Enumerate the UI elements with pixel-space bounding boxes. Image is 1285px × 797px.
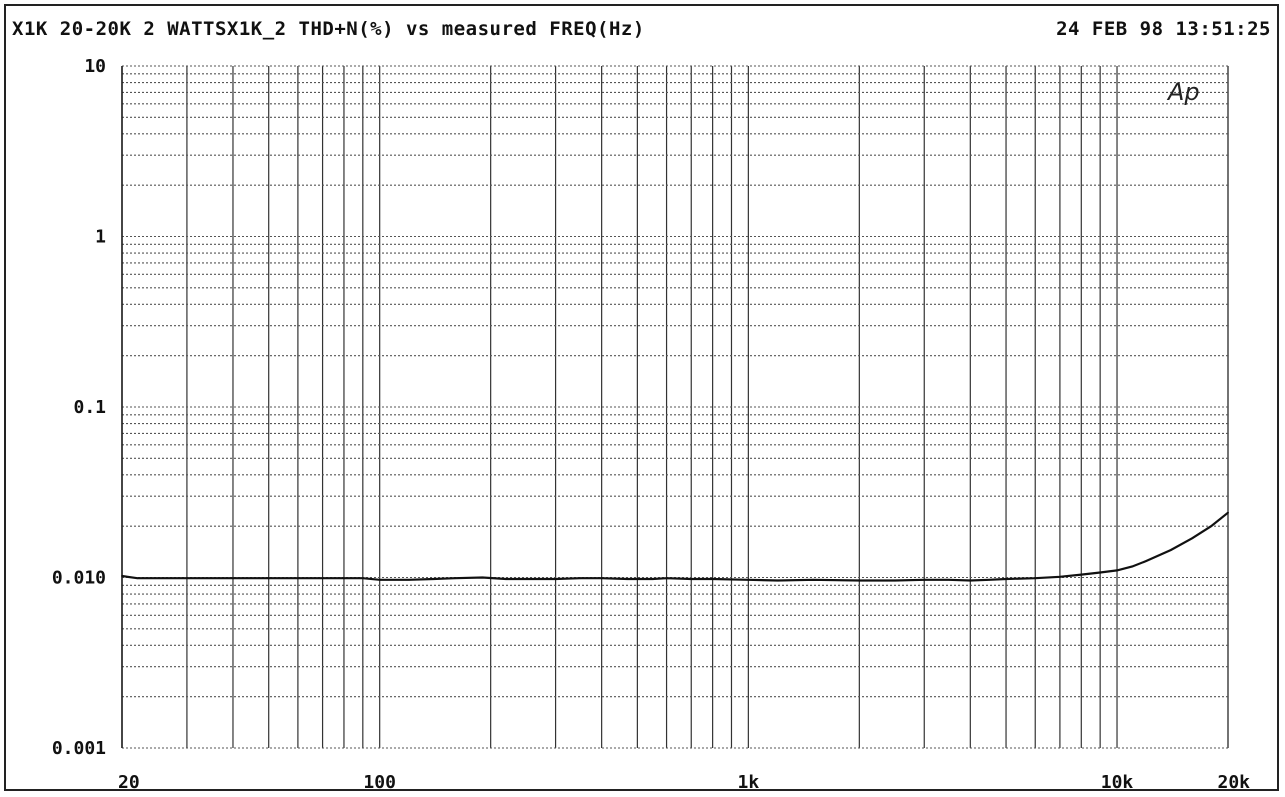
data-point bbox=[776, 579, 779, 582]
data-point bbox=[136, 577, 139, 580]
grid-lines bbox=[121, 65, 1229, 749]
x-tick-label: 20k bbox=[1217, 772, 1250, 793]
data-point bbox=[121, 575, 123, 577]
data-point bbox=[665, 577, 668, 580]
data-point bbox=[454, 577, 456, 580]
y-tick-labels: 10 1 0.1 0.010 0.001 bbox=[52, 56, 106, 759]
data-point bbox=[988, 578, 991, 581]
chart-title: X1K 20-20K 2 WATTSX1K_2 THD+N(%) vs meas… bbox=[12, 18, 645, 40]
y-tick-label: 0.001 bbox=[52, 738, 106, 759]
data-point bbox=[858, 579, 861, 582]
chart-timestamp: 24 FEB 98 13:51:25 bbox=[1056, 18, 1271, 40]
data-point bbox=[948, 578, 950, 581]
data-point bbox=[626, 578, 629, 580]
data-point bbox=[232, 577, 234, 580]
data-point bbox=[186, 577, 188, 580]
data-point bbox=[1005, 578, 1007, 580]
data-point bbox=[1191, 537, 1194, 540]
data-point bbox=[296, 577, 299, 580]
data-point bbox=[343, 577, 345, 580]
data-point bbox=[1059, 575, 1061, 578]
x-tick-label: 20 bbox=[118, 772, 140, 793]
data-point bbox=[1034, 577, 1037, 580]
data-point bbox=[267, 577, 270, 580]
data-point bbox=[554, 578, 557, 580]
data-point bbox=[579, 577, 582, 580]
data-point bbox=[378, 578, 381, 581]
data-point bbox=[1145, 560, 1148, 562]
x-tick-label: 100 bbox=[363, 772, 396, 793]
data-point bbox=[1210, 525, 1213, 528]
data-point bbox=[1099, 571, 1102, 574]
y-tick-label: 1 bbox=[95, 227, 106, 248]
data-point bbox=[321, 577, 324, 580]
data-point bbox=[1227, 511, 1229, 514]
data-point bbox=[600, 577, 603, 580]
data-point bbox=[1131, 565, 1134, 568]
x-tick-label: 10k bbox=[1101, 772, 1134, 793]
data-point bbox=[812, 578, 815, 581]
data-point bbox=[651, 578, 654, 580]
data-point bbox=[1116, 569, 1118, 572]
data-point bbox=[894, 579, 896, 582]
data-point bbox=[969, 579, 972, 582]
data-point bbox=[531, 578, 534, 580]
data-point bbox=[481, 576, 484, 579]
data-point bbox=[407, 578, 410, 581]
series-line bbox=[121, 511, 1229, 582]
data-point bbox=[505, 578, 507, 580]
data-point bbox=[1169, 549, 1172, 551]
y-tick-label: 0.010 bbox=[52, 568, 106, 589]
data-point bbox=[432, 578, 435, 580]
series-layer bbox=[121, 511, 1229, 582]
data-point bbox=[747, 578, 750, 581]
ap-logo: Ap bbox=[1166, 78, 1200, 106]
data-point bbox=[361, 577, 364, 580]
y-tick-label: 10 bbox=[84, 56, 106, 77]
y-tick-label: 0.1 bbox=[73, 397, 106, 418]
data-point bbox=[690, 578, 693, 580]
x-tick-labels: 20 100 1k 10k 20k bbox=[118, 772, 1250, 793]
data-point bbox=[1080, 573, 1083, 576]
data-point bbox=[711, 578, 714, 580]
data-point bbox=[923, 578, 926, 581]
plot-frame bbox=[4, 4, 1279, 791]
x-tick-label: 1k bbox=[738, 772, 760, 793]
